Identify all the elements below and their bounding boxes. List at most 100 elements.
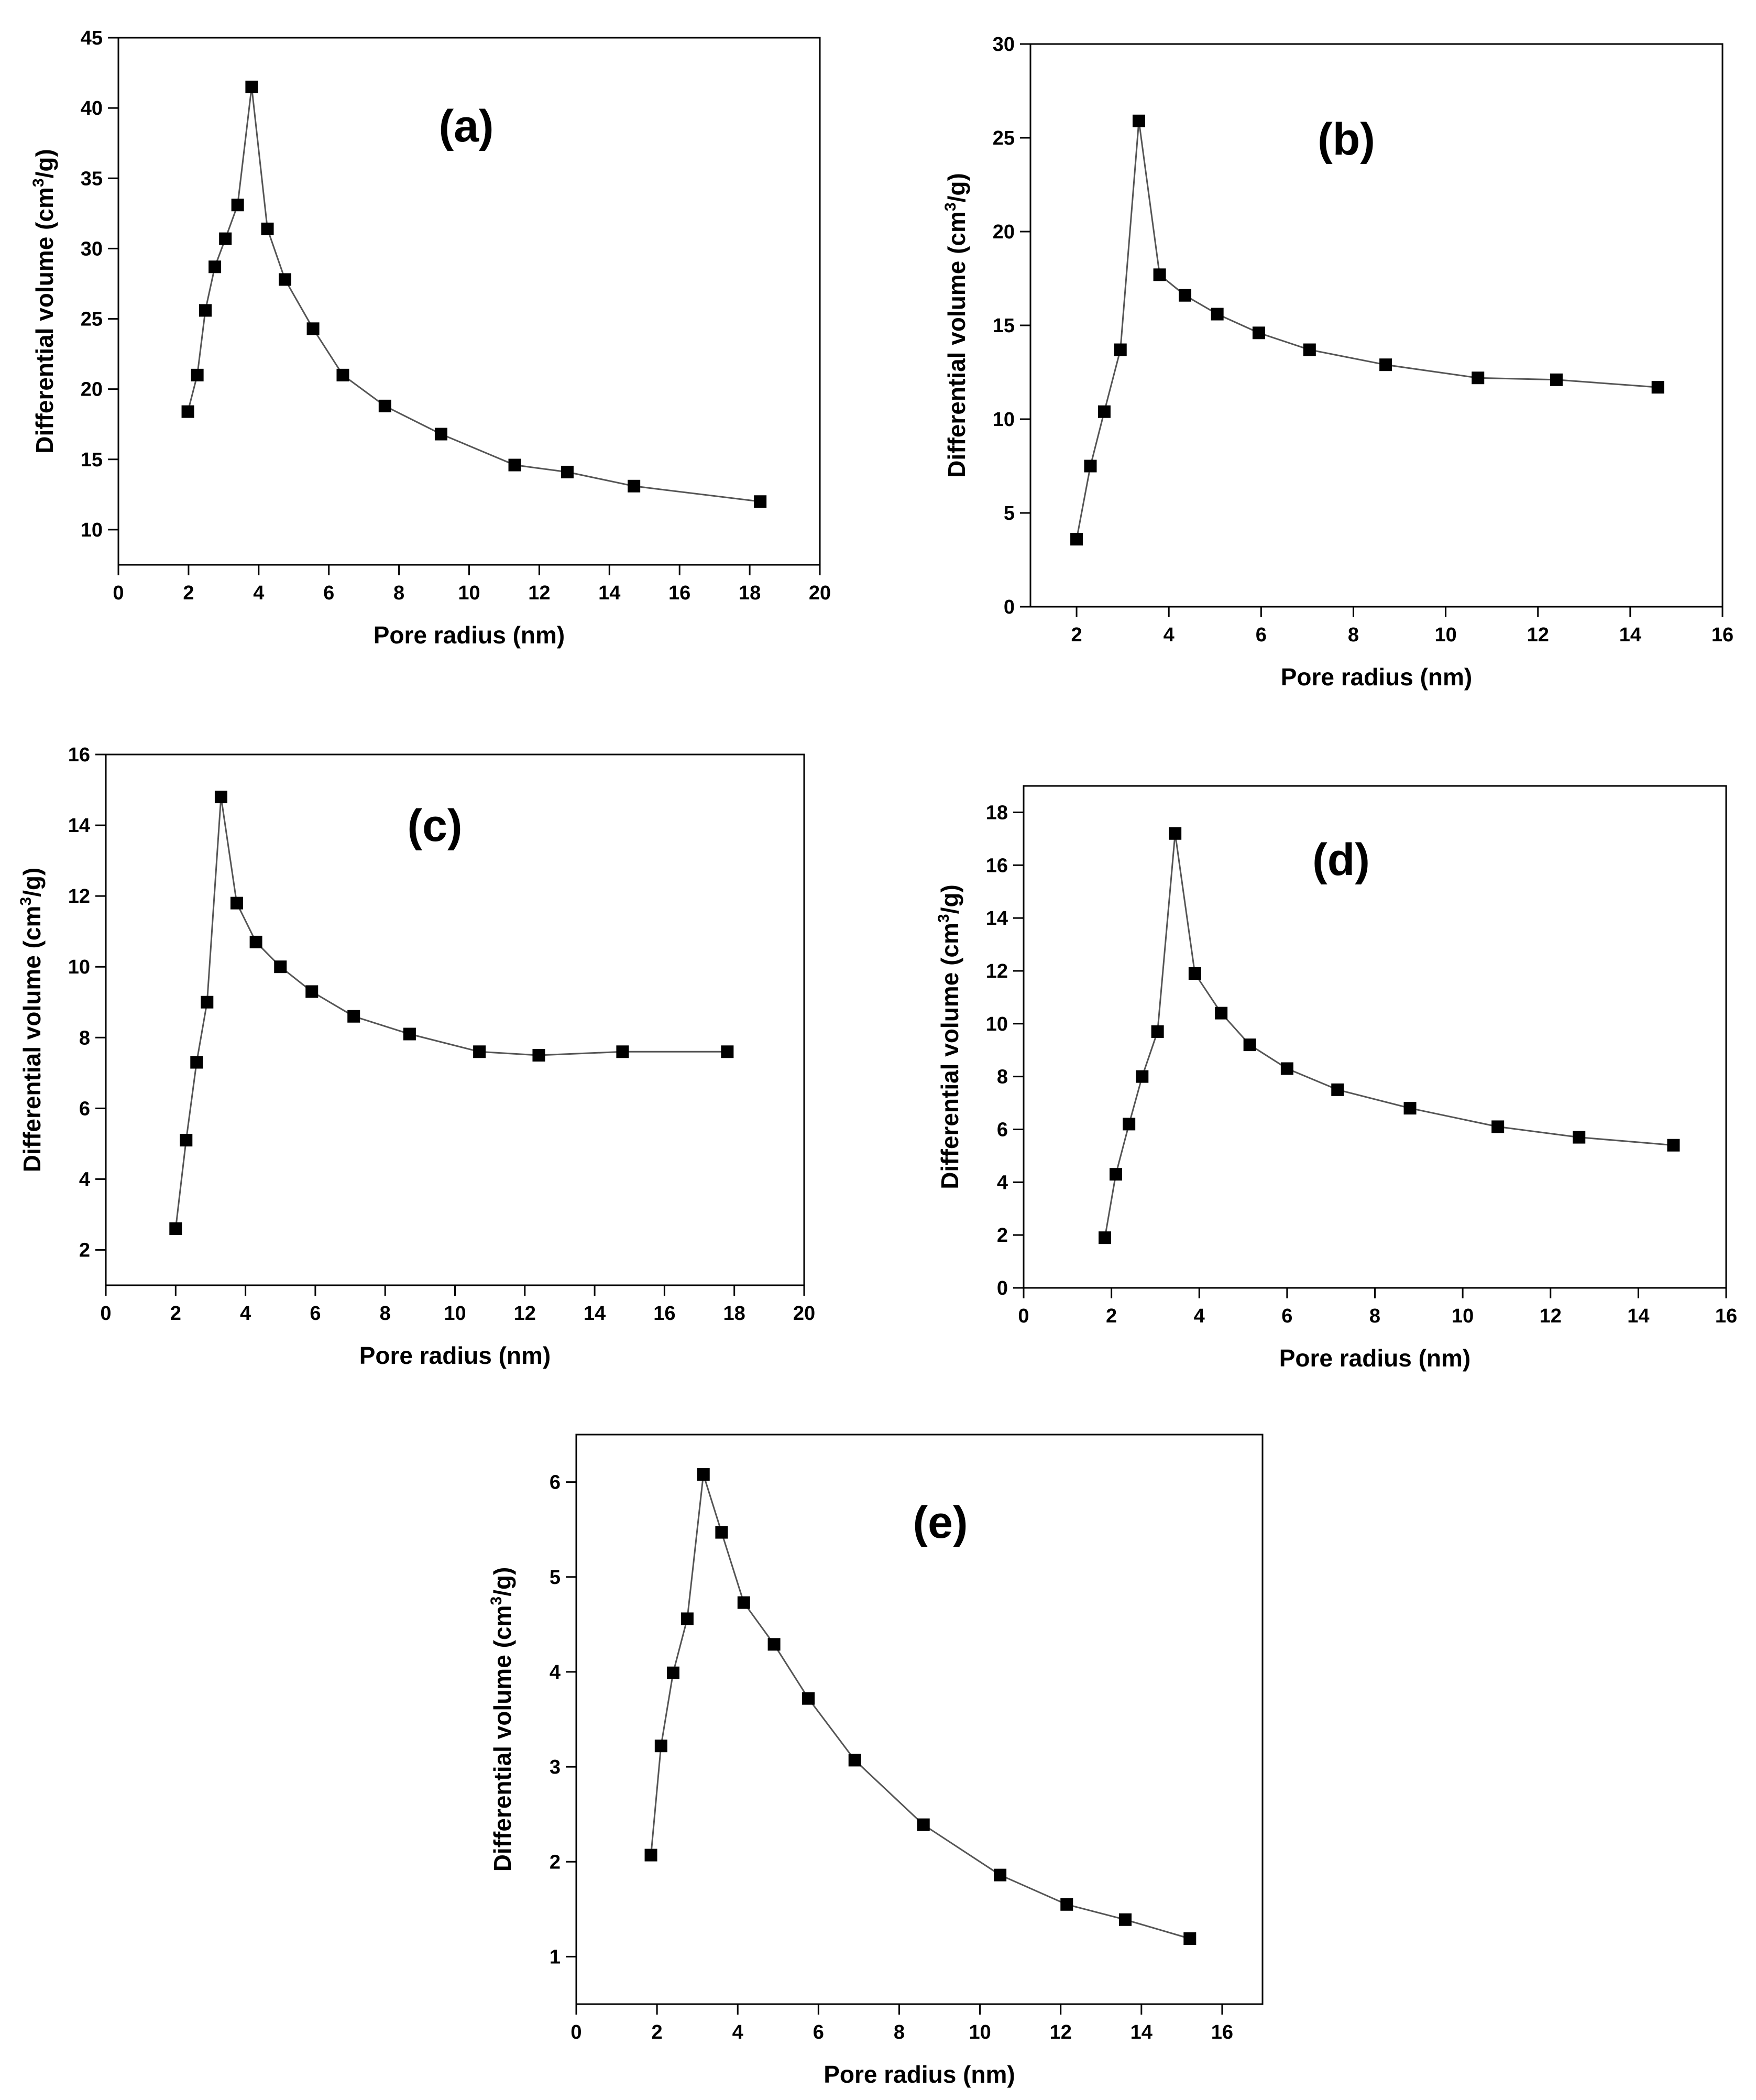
x-tick-label: 8 [380,1303,391,1325]
data-point [508,458,521,472]
data-point [616,1045,629,1058]
data-point [169,1222,182,1235]
y-tick-label: 10 [68,956,90,978]
x-tick-label: 8 [1348,624,1359,646]
x-tick-label: 14 [1619,624,1641,646]
x-tick-label: 6 [1281,1305,1292,1327]
x-tick-label: 0 [570,2021,581,2043]
y-tick-label: 2 [79,1239,90,1261]
y-axis-label: Differential volume (cm3/g) [30,149,58,454]
data-point [1303,343,1316,356]
data-point [1084,460,1097,473]
y-tick-label: 25 [993,127,1015,149]
data-point [1132,114,1145,127]
data-point [249,935,262,948]
y-tick-label: 15 [81,449,103,471]
data-point [654,1740,667,1753]
data-point [1573,1131,1586,1144]
data-point [305,985,319,998]
y-tick-label: 25 [81,309,103,331]
y-tick-label: 10 [81,519,103,541]
data-point [1252,326,1265,340]
data-point [208,260,222,274]
data-point [666,1666,679,1679]
y-tick-label: 4 [79,1168,90,1190]
x-tick-label: 12 [528,582,550,604]
panel-label: (a) [438,101,493,151]
x-tick-label: 2 [183,582,194,604]
data-point [532,1049,545,1062]
y-axis-label-main: Differential volume (cm [31,187,58,454]
y-tick-label: 14 [68,815,90,837]
panel-label: (c) [407,801,462,851]
data-point [1550,373,1563,386]
series-line [1075,121,1658,540]
data-point [1215,1007,1228,1020]
y-tick-label: 14 [986,907,1008,929]
x-tick-label: 14 [584,1303,606,1325]
data-point [1060,1898,1073,1911]
x-tick-label: 6 [323,582,334,604]
x-tick-label: 2 [652,2021,663,2043]
x-tick-label: 0 [1018,1305,1029,1327]
x-tick-label: 16 [1715,1305,1737,1327]
y-tick-label: 0 [1004,596,1015,618]
data-point [754,495,767,508]
data-point [1153,268,1166,281]
y-axis-label-main: Differential volume (cm [936,923,963,1189]
chart-d: 0 2 4 6 8 10 12 14 16 0 2 4 6 8 10 12 14 16 18 Pore radius … [935,785,1737,1372]
data-point [1110,1168,1123,1181]
data-point [715,1526,728,1539]
y-tick-label: 20 [81,379,103,401]
chart-b: 2 4 6 8 10 12 14 16 0 5 10 15 20 25 30 Pore radius (nm)… [942,34,1733,691]
x-tick-label: 14 [598,582,620,604]
data-point [1651,381,1664,394]
data-point [1070,533,1083,546]
y-tick-label: 2 [550,1851,561,1873]
data-point [721,1045,734,1058]
x-tick-label: 2 [170,1303,181,1325]
y-axis-label: Differential volume (cm3/g) [17,868,46,1173]
x-tick-label: 6 [1256,624,1267,646]
x-axis-label: Pore radius (nm) [1279,1344,1471,1372]
data-point [1098,405,1111,418]
data-point [1099,1231,1112,1244]
data-point [306,322,320,335]
data-point [336,368,349,381]
y-tick-label: 45 [81,27,103,49]
x-tick-label: 2 [1106,1305,1117,1327]
x-tick-label: 16 [653,1303,675,1325]
data-point [1169,827,1182,840]
x-tick-label: 4 [1164,624,1175,646]
x-tick-label: 2 [1071,624,1082,646]
x-tick-label: 0 [113,582,124,604]
x-tick-label: 4 [240,1303,251,1325]
data-point [261,222,274,235]
data-point [802,1692,815,1705]
y-tick-label: 5 [1004,502,1015,524]
y-tick-label: 3 [550,1756,561,1778]
x-tick-label: 18 [739,582,761,604]
y-axis-label-superscript: 3 [935,914,952,923]
y-tick-label: 15 [993,315,1015,337]
panel-label: (d) [1312,835,1370,885]
data-point [191,368,204,381]
y-tick-label: 35 [81,168,103,190]
data-point [245,80,258,93]
data-point [1119,1913,1132,1926]
y-tick-label: 12 [986,960,1008,982]
data-point [199,304,212,317]
data-point [180,1134,193,1147]
y-tick-label: 30 [81,238,103,260]
data-point [434,428,447,441]
data-point [1403,1102,1417,1115]
y-tick-label: 40 [81,97,103,119]
data-point [274,960,287,974]
y-axis-label: Differential volume (cm3/g) [935,884,963,1189]
data-point [190,1056,203,1069]
panel-label: (e) [913,1497,968,1548]
data-point [1188,967,1201,980]
data-point [219,232,232,245]
